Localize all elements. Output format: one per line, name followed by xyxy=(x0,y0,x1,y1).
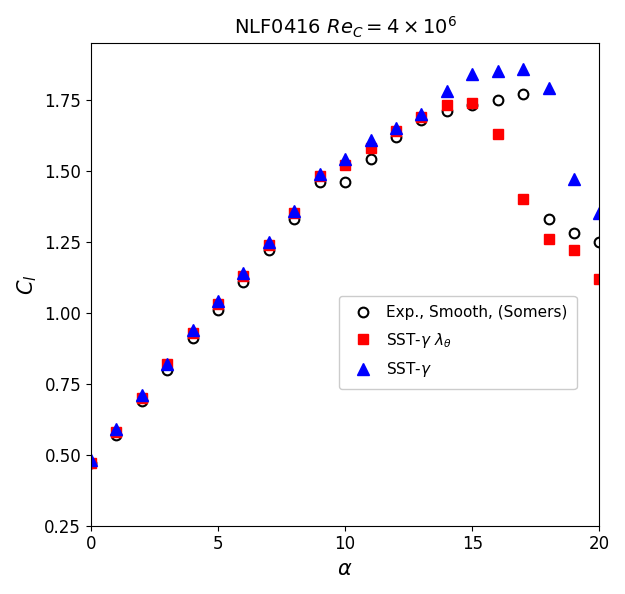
Exp., Smooth, (Somers) xyxy=(519,90,527,97)
SST-$\gamma$ $\lambda_{\theta}$ xyxy=(214,301,222,308)
SST-$\gamma$ $\lambda_{\theta}$ xyxy=(240,272,248,279)
SST-$\gamma$ xyxy=(418,110,425,118)
Y-axis label: $C_l$: $C_l$ xyxy=(15,274,39,295)
SST-$\gamma$ $\lambda_{\theta}$ xyxy=(341,162,349,169)
SST-$\gamma$ $\lambda_{\theta}$ xyxy=(418,113,425,121)
Title: NLF0416 $\mathit{Re}_C = 4 \times 10^6$: NLF0416 $\mathit{Re}_C = 4 \times 10^6$ xyxy=(234,15,457,40)
Line: SST-$\gamma$ $\lambda_{\theta}$: SST-$\gamma$ $\lambda_{\theta}$ xyxy=(86,98,604,468)
Exp., Smooth, (Somers) xyxy=(367,156,374,163)
Exp., Smooth, (Somers) xyxy=(469,102,476,109)
SST-$\gamma$ $\lambda_{\theta}$ xyxy=(519,195,527,203)
SST-$\gamma$ xyxy=(519,65,527,72)
SST-$\gamma$ xyxy=(596,210,603,217)
Exp., Smooth, (Somers) xyxy=(570,230,578,237)
Exp., Smooth, (Somers) xyxy=(596,238,603,245)
Exp., Smooth, (Somers) xyxy=(545,216,552,223)
SST-$\gamma$ $\lambda_{\theta}$ xyxy=(291,210,298,217)
SST-$\gamma$ $\lambda_{\theta}$ xyxy=(316,173,324,180)
SST-$\gamma$ $\lambda_{\theta}$ xyxy=(596,275,603,282)
Exp., Smooth, (Somers) xyxy=(392,133,400,140)
Exp., Smooth, (Somers) xyxy=(291,216,298,223)
SST-$\gamma$ xyxy=(265,238,272,245)
SST-$\gamma$ xyxy=(163,361,171,368)
Exp., Smooth, (Somers) xyxy=(443,108,451,115)
SST-$\gamma$ $\lambda_{\theta}$ xyxy=(189,329,196,336)
Exp., Smooth, (Somers) xyxy=(214,307,222,314)
SST-$\gamma$ xyxy=(443,88,451,95)
SST-$\gamma$ xyxy=(494,68,501,75)
SST-$\gamma$ xyxy=(367,136,374,143)
SST-$\gamma$ xyxy=(469,71,476,78)
Exp., Smooth, (Somers) xyxy=(189,335,196,342)
Legend: Exp., Smooth, (Somers), SST-$\gamma$ $\lambda_{\theta}$, SST-$\gamma$: Exp., Smooth, (Somers), SST-$\gamma$ $\l… xyxy=(339,296,576,388)
SST-$\gamma$ xyxy=(316,170,324,177)
Exp., Smooth, (Somers) xyxy=(316,179,324,186)
SST-$\gamma$ xyxy=(545,85,552,92)
SST-$\gamma$ $\lambda_{\theta}$ xyxy=(392,128,400,135)
Line: Exp., Smooth, (Somers): Exp., Smooth, (Somers) xyxy=(86,89,604,468)
SST-$\gamma$ xyxy=(291,207,298,214)
SST-$\gamma$ $\lambda_{\theta}$ xyxy=(87,460,94,467)
SST-$\gamma$ $\lambda_{\theta}$ xyxy=(570,247,578,254)
Exp., Smooth, (Somers) xyxy=(163,366,171,373)
X-axis label: $\alpha$: $\alpha$ xyxy=(338,559,353,579)
SST-$\gamma$ $\lambda_{\theta}$ xyxy=(112,428,120,435)
SST-$\gamma$ $\lambda_{\theta}$ xyxy=(138,394,146,402)
SST-$\gamma$ xyxy=(240,270,248,277)
SST-$\gamma$ $\lambda_{\theta}$ xyxy=(443,102,451,109)
SST-$\gamma$ $\lambda_{\theta}$ xyxy=(367,144,374,151)
SST-$\gamma$ $\lambda_{\theta}$ xyxy=(265,241,272,248)
SST-$\gamma$ xyxy=(341,156,349,163)
SST-$\gamma$ $\lambda_{\theta}$ xyxy=(163,361,171,368)
SST-$\gamma$ xyxy=(214,298,222,305)
SST-$\gamma$ xyxy=(112,426,120,433)
SST-$\gamma$ $\lambda_{\theta}$ xyxy=(469,99,476,106)
Exp., Smooth, (Somers) xyxy=(341,179,349,186)
SST-$\gamma$ xyxy=(570,176,578,183)
SST-$\gamma$ xyxy=(138,391,146,399)
Exp., Smooth, (Somers) xyxy=(418,116,425,124)
Exp., Smooth, (Somers) xyxy=(87,460,94,467)
Exp., Smooth, (Somers) xyxy=(240,278,248,285)
Exp., Smooth, (Somers) xyxy=(112,431,120,438)
SST-$\gamma$ xyxy=(87,457,94,464)
Exp., Smooth, (Somers) xyxy=(494,96,501,103)
SST-$\gamma$ xyxy=(189,326,196,333)
SST-$\gamma$ $\lambda_{\theta}$ xyxy=(494,130,501,137)
Line: SST-$\gamma$: SST-$\gamma$ xyxy=(86,63,605,466)
Exp., Smooth, (Somers) xyxy=(138,397,146,405)
Exp., Smooth, (Somers) xyxy=(265,247,272,254)
SST-$\gamma$ xyxy=(392,125,400,132)
SST-$\gamma$ $\lambda_{\theta}$ xyxy=(545,235,552,242)
